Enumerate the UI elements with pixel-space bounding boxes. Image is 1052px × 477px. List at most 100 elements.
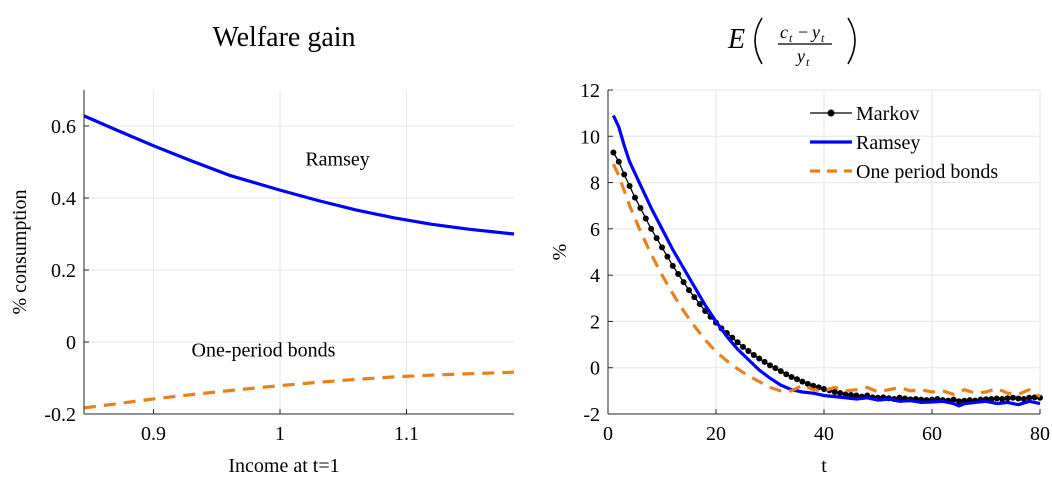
- series-point: [799, 378, 806, 385]
- series-point: [1031, 394, 1038, 401]
- y-tick-label: 0: [590, 358, 600, 380]
- tick-labels: 0.9 1 1.1 -0.2 0 0.2 0.4 0.6: [44, 116, 419, 445]
- series-point: [637, 205, 644, 212]
- series-point: [1004, 395, 1011, 402]
- series-point: [675, 270, 682, 277]
- svg-text:t: t: [789, 31, 793, 45]
- axes: [83, 90, 514, 415]
- y-tick-label: 0: [66, 332, 76, 354]
- x-axis-label: Income at t=1: [228, 455, 339, 477]
- x-tick-label: 1: [275, 423, 285, 445]
- series-point: [1020, 395, 1027, 402]
- y-tick-label: 8: [590, 173, 600, 195]
- series-point: [750, 351, 757, 358]
- series-point: [691, 294, 698, 301]
- grid-lines: [84, 90, 514, 415]
- series-point: [626, 183, 633, 190]
- svg-text:c: c: [780, 22, 788, 42]
- series-point: [993, 395, 1000, 402]
- x-tick-label: 80: [1030, 423, 1050, 445]
- svg-text:E: E: [727, 24, 745, 55]
- series-line-1: [83, 370, 515, 410]
- x-tick-label: 40: [814, 423, 834, 445]
- series-point: [615, 158, 622, 165]
- y-axis-label: % consumption: [9, 190, 31, 315]
- series-point: [653, 235, 660, 242]
- series-point: [783, 371, 790, 378]
- series-point: [896, 394, 903, 401]
- legend-item-markov: Markov: [810, 103, 919, 125]
- y-tick-label: 12: [580, 80, 600, 102]
- series-point: [1026, 394, 1033, 401]
- annotation-one-period-bonds: One-period bonds: [192, 339, 336, 361]
- series-line-0: [612, 152, 1041, 402]
- series-point: [696, 301, 703, 308]
- series-line-1: [611, 114, 1041, 408]
- series-line-0: [83, 114, 515, 236]
- x-tick-label: 0: [603, 423, 613, 445]
- x-tick-label: 60: [922, 423, 942, 445]
- welfare-gain-panel: Welfare gain Ramsey One-period bonds 0.9…: [9, 22, 515, 477]
- y-tick-label: 2: [590, 311, 600, 333]
- legend: Markov Ramsey One period bonds: [810, 103, 998, 183]
- svg-text:−: −: [798, 22, 808, 42]
- series-point: [794, 376, 800, 383]
- y-tick-label: 0.6: [51, 116, 76, 138]
- series-point: [777, 368, 784, 375]
- annotation-ramsey: Ramsey: [305, 149, 369, 171]
- series-group: [610, 114, 1043, 408]
- series-point: [648, 225, 655, 232]
- y-tick-label: 10: [580, 126, 600, 148]
- legend-label-one-period-bonds: One period bonds: [856, 161, 998, 183]
- series-point: [659, 244, 665, 251]
- series-line-2: [611, 163, 1041, 398]
- series-point: [804, 380, 811, 387]
- x-axis-label: t: [821, 455, 827, 477]
- series-point: [999, 395, 1006, 402]
- y-tick-label: 0.2: [51, 260, 76, 282]
- series-point: [950, 396, 957, 403]
- series-point: [837, 390, 844, 397]
- series-point: [610, 149, 617, 156]
- series-point: [767, 362, 773, 369]
- legend-item-ramsey: Ramsey: [810, 132, 920, 154]
- y-tick-label: 0.4: [51, 188, 76, 210]
- series-point: [669, 262, 676, 269]
- series-point: [642, 215, 649, 222]
- series-point: [680, 279, 687, 286]
- series-point: [632, 194, 638, 201]
- series-point: [772, 365, 779, 372]
- series-point: [621, 171, 628, 178]
- svg-text:t: t: [806, 55, 810, 69]
- y-tick-label: 4: [590, 265, 600, 287]
- series-point: [831, 389, 838, 396]
- series-point: [842, 391, 849, 398]
- series-point: [686, 287, 692, 294]
- y-tick-label: 6: [590, 219, 600, 241]
- series-point: [821, 386, 827, 393]
- legend-label-markov: Markov: [856, 103, 919, 125]
- svg-text:y: y: [795, 46, 805, 66]
- series-point: [664, 253, 671, 260]
- series-point: [956, 398, 962, 405]
- series-point: [1010, 394, 1016, 401]
- series-point: [810, 382, 817, 389]
- axes: [607, 89, 1041, 415]
- series-point: [761, 358, 768, 365]
- svg-text:t: t: [821, 31, 825, 45]
- series-point: [740, 343, 746, 350]
- series-point: [1015, 395, 1022, 402]
- legend-label-ramsey: Ramsey: [856, 132, 920, 154]
- x-tick-label: 0.9: [141, 423, 166, 445]
- y-axis-label: %: [549, 244, 571, 261]
- series-point: [988, 395, 995, 402]
- legend-item-one-period-bonds: One period bonds: [810, 161, 998, 183]
- series-point: [734, 339, 741, 346]
- y-tick-label: -0.2: [44, 404, 76, 426]
- chart-title-math: E c t − y t y t: [727, 17, 856, 69]
- svg-text:y: y: [810, 22, 820, 42]
- chart-title: Welfare gain: [212, 22, 355, 53]
- annotations: Ramsey One-period bonds: [192, 149, 370, 362]
